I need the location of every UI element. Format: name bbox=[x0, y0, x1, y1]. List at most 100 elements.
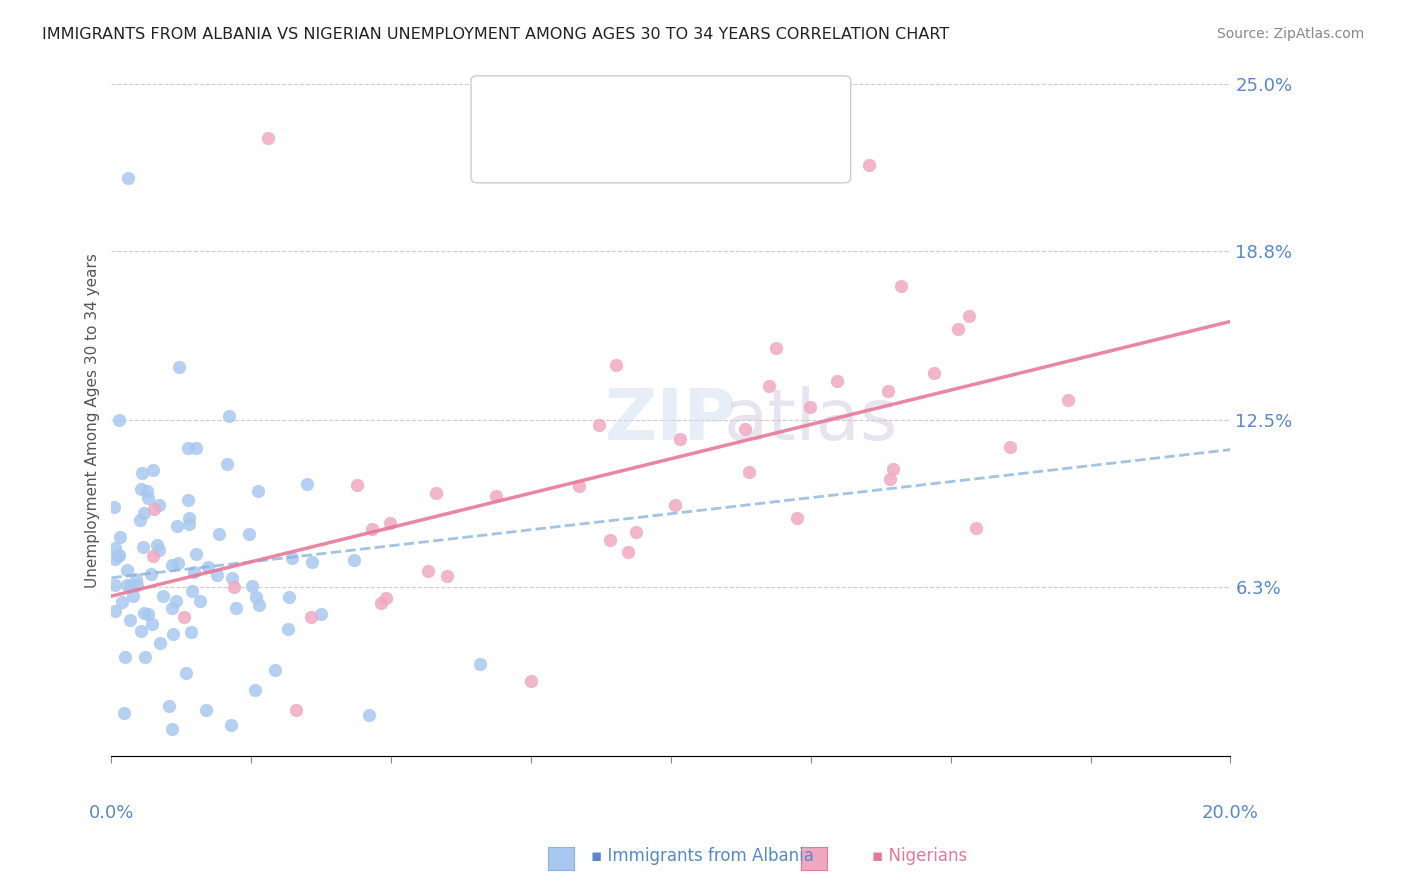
Point bbox=[177, 441, 200, 455]
Point bbox=[957, 309, 980, 323]
Point bbox=[221, 570, 243, 584]
Text: R = 0.092  N = 84: R = 0.092 N = 84 bbox=[534, 87, 686, 105]
Point bbox=[108, 548, 131, 562]
Point bbox=[416, 564, 439, 578]
Point bbox=[281, 551, 304, 566]
Point bbox=[129, 482, 152, 496]
Point bbox=[375, 591, 398, 606]
Point bbox=[149, 636, 172, 650]
Point bbox=[115, 577, 138, 591]
Point bbox=[132, 606, 155, 620]
Point bbox=[148, 498, 170, 512]
Point bbox=[167, 359, 190, 374]
Point bbox=[605, 359, 627, 373]
Point bbox=[138, 607, 160, 621]
Point bbox=[799, 400, 821, 414]
Point bbox=[245, 590, 267, 604]
Point bbox=[115, 563, 138, 577]
Point bbox=[346, 477, 368, 491]
Point bbox=[626, 525, 648, 540]
Point bbox=[117, 171, 139, 186]
Point bbox=[142, 549, 165, 563]
Point bbox=[142, 502, 165, 516]
Point bbox=[249, 598, 271, 612]
Point bbox=[125, 578, 148, 592]
Point bbox=[107, 549, 129, 563]
Point bbox=[221, 717, 243, 731]
Point bbox=[160, 558, 183, 572]
Point bbox=[285, 703, 308, 717]
Text: IMMIGRANTS FROM ALBANIA VS NIGERIAN UNEMPLOYMENT AMONG AGES 30 TO 34 YEARS CORRE: IMMIGRANTS FROM ALBANIA VS NIGERIAN UNEM… bbox=[42, 27, 949, 42]
Point bbox=[184, 441, 207, 455]
Point bbox=[177, 517, 200, 532]
Point bbox=[142, 463, 165, 477]
Point bbox=[188, 594, 211, 608]
Point bbox=[357, 708, 380, 723]
Text: ▪ Immigrants from Albania: ▪ Immigrants from Albania bbox=[591, 847, 814, 865]
Text: R = 0.537  N = 43: R = 0.537 N = 43 bbox=[534, 132, 686, 150]
Point bbox=[758, 378, 780, 392]
Point bbox=[295, 477, 318, 491]
Point bbox=[370, 597, 392, 611]
Point bbox=[617, 545, 640, 559]
Point bbox=[186, 547, 208, 561]
Point bbox=[825, 374, 848, 388]
Point bbox=[858, 158, 880, 172]
Point bbox=[108, 413, 131, 427]
Point bbox=[263, 663, 285, 677]
Point bbox=[238, 527, 260, 541]
Point bbox=[104, 552, 127, 566]
Point bbox=[277, 622, 299, 636]
Point bbox=[882, 461, 904, 475]
Point bbox=[786, 511, 808, 525]
Point bbox=[139, 566, 162, 581]
Point bbox=[208, 526, 231, 541]
Point bbox=[485, 489, 508, 503]
Point bbox=[205, 568, 228, 582]
Point bbox=[162, 627, 184, 641]
Point bbox=[361, 522, 384, 536]
Point bbox=[998, 440, 1021, 454]
Point bbox=[136, 491, 159, 506]
Point bbox=[173, 610, 195, 624]
Point bbox=[108, 530, 131, 544]
Point bbox=[1057, 393, 1080, 408]
Point bbox=[247, 484, 270, 499]
Point bbox=[125, 573, 148, 587]
Point bbox=[299, 609, 322, 624]
Text: ▪ Nigerians: ▪ Nigerians bbox=[872, 847, 967, 865]
Point bbox=[197, 559, 219, 574]
Point bbox=[157, 699, 180, 714]
Text: 0.0%: 0.0% bbox=[89, 805, 134, 822]
Point bbox=[146, 538, 169, 552]
Point bbox=[183, 565, 205, 579]
Point bbox=[599, 533, 621, 548]
Point bbox=[136, 484, 159, 499]
Point bbox=[343, 553, 366, 567]
Point bbox=[965, 521, 987, 535]
Point bbox=[118, 613, 141, 627]
Point bbox=[131, 624, 153, 638]
Point bbox=[240, 578, 263, 592]
Point bbox=[877, 384, 900, 398]
Text: ZIP: ZIP bbox=[605, 385, 737, 455]
Point bbox=[436, 569, 458, 583]
Point bbox=[165, 593, 187, 607]
Point bbox=[104, 541, 127, 556]
Point bbox=[309, 607, 332, 621]
Point bbox=[468, 657, 491, 671]
Point bbox=[222, 580, 245, 594]
Point bbox=[167, 556, 190, 570]
Point bbox=[194, 702, 217, 716]
Point bbox=[152, 590, 174, 604]
Point bbox=[134, 506, 156, 520]
Point bbox=[166, 519, 188, 533]
Point bbox=[103, 500, 125, 514]
Point bbox=[425, 486, 447, 500]
Point bbox=[104, 577, 127, 591]
Point bbox=[734, 422, 756, 436]
Point bbox=[378, 516, 401, 530]
Point bbox=[765, 341, 787, 355]
Point bbox=[160, 722, 183, 736]
Point bbox=[217, 457, 239, 471]
